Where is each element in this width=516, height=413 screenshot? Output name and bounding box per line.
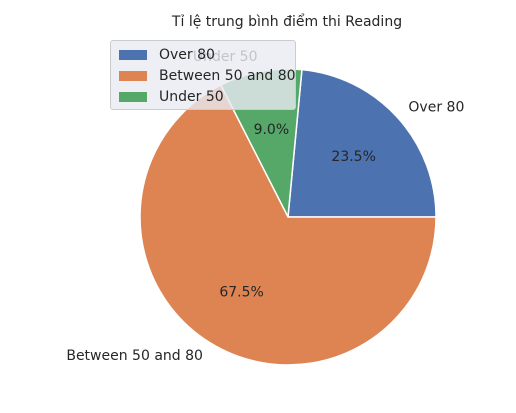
legend-swatch-over-80 (119, 49, 147, 60)
legend-swatch-under-50 (119, 91, 147, 102)
pie-slice-over-80 (287, 68, 437, 218)
legend-swatch-between-50-and-80 (119, 70, 147, 81)
legend: Over 80 Between 50 and 80 Under 50 (110, 40, 296, 110)
chart-title: Tỉ lệ trung bình điểm thi Reading (171, 13, 402, 30)
pie-slice-between-50-and-80 (139, 84, 437, 366)
legend-item-under-50: Under 50 (111, 86, 295, 107)
legend-item-over-80: Over 80 (111, 44, 295, 65)
slice-label-between-50-and-80: Between 50 and 80 (66, 348, 203, 364)
legend-label-over-80: Over 80 (159, 46, 215, 63)
pct-label-under-50: 9.0% (254, 122, 290, 138)
legend-label-under-50: Under 50 (159, 88, 224, 105)
pct-label-over-80: 23.5% (331, 149, 375, 165)
legend-item-between-50-and-80: Between 50 and 80 (111, 65, 296, 86)
pie-slices (139, 68, 437, 366)
pct-label-between-50-and-80: 67.5% (219, 285, 263, 301)
slice-label-over-80: Over 80 (408, 99, 464, 115)
legend-label-between-50-and-80: Between 50 and 80 (159, 67, 296, 84)
